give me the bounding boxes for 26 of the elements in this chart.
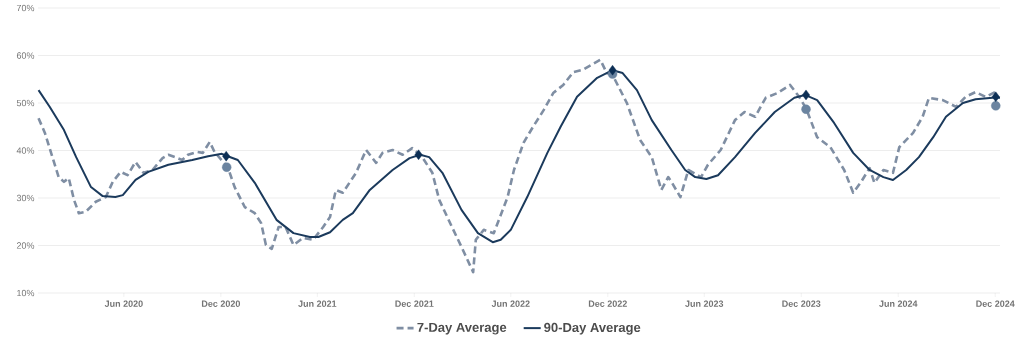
y-tick-label: 70% xyxy=(16,4,35,12)
y-tick-label: 30% xyxy=(16,194,35,202)
legend-label: 90-Day Average xyxy=(544,322,641,335)
y-tick-label: 40% xyxy=(16,147,35,154)
x-tick-label: Dec 2024 xyxy=(976,300,1015,307)
y-tick-label: 10% xyxy=(17,289,35,297)
x-tick-label: Jun 2023 xyxy=(685,300,724,307)
point xyxy=(222,151,231,162)
point xyxy=(414,149,423,160)
y-tick-label: 60% xyxy=(16,52,35,59)
x-tick-label: Dec 2020 xyxy=(201,300,240,307)
x-tick-label: Jun 2024 xyxy=(879,300,918,307)
point xyxy=(991,101,1001,111)
x-tick-label: Dec 2021 xyxy=(395,300,434,307)
y-tick-label: 50% xyxy=(16,99,35,107)
x-tick-label: Dec 2023 xyxy=(782,300,821,307)
y-tick-label: 20% xyxy=(16,242,35,249)
x-tick-label: Dec 2022 xyxy=(588,300,627,307)
x-tick-label: Jun 2020 xyxy=(104,300,143,307)
point xyxy=(608,65,617,76)
legend-label: 7-Day Average xyxy=(417,322,507,335)
point xyxy=(991,91,1000,103)
point xyxy=(221,162,232,172)
point xyxy=(801,104,811,114)
x-tick-label: Jun 2021 xyxy=(298,300,337,307)
x-tick-label: Jun 2022 xyxy=(491,300,530,307)
